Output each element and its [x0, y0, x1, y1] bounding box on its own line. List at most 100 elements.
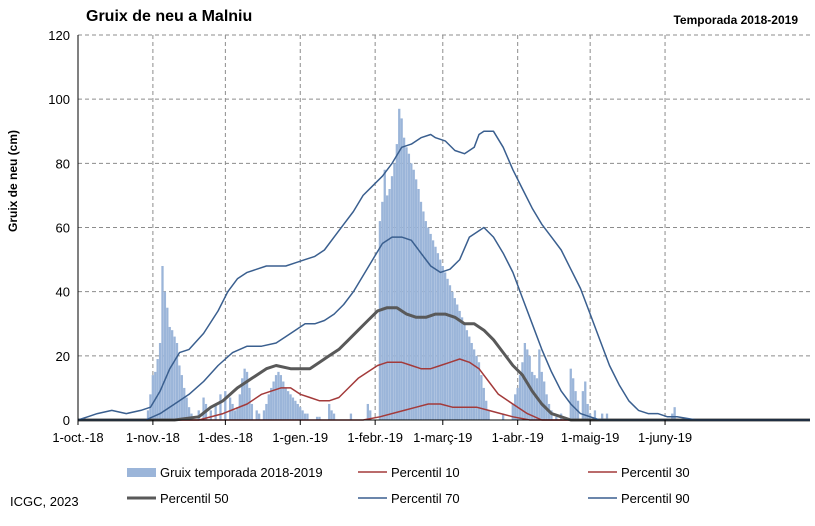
- snow-depth-bar: [393, 163, 396, 421]
- x-tick-label: 1-des.-18: [198, 430, 253, 445]
- snow-depth-bar: [378, 221, 382, 420]
- snow-depth-bar: [415, 179, 418, 420]
- snow-depth-bar: [286, 391, 290, 420]
- snow-depth-bar: [514, 394, 517, 420]
- snow-depth-bar: [166, 307, 169, 420]
- snow-depth-bar: [400, 118, 403, 421]
- snow-depth-bar: [574, 391, 577, 420]
- snow-depth-bar: [434, 246, 437, 420]
- snow-depth-bar: [453, 298, 456, 420]
- snow-depth-bar: [521, 362, 524, 420]
- snow-depth-bar: [601, 413, 604, 420]
- snow-depth-bar: [436, 253, 440, 420]
- y-tick-label: 0: [63, 413, 70, 428]
- snow-depth-bar: [265, 403, 268, 420]
- snow-depth-bar: [584, 381, 587, 420]
- snow-depth-bar: [231, 403, 234, 420]
- snow-depth-bar: [349, 413, 353, 420]
- y-tick-label: 60: [56, 221, 70, 236]
- snow-depth-bar: [475, 355, 478, 420]
- snow-depth-bar: [569, 368, 572, 420]
- snow-depth-bar: [487, 410, 490, 420]
- legend-label: Gruix temporada 2018-2019: [160, 465, 323, 480]
- legend: Gruix temporada 2018-2019 Percentil 10 Per…: [127, 465, 690, 506]
- snow-depth-bar: [470, 343, 473, 420]
- snow-depth-bar: [540, 371, 543, 420]
- snow-depth-bar: [581, 391, 584, 420]
- snow-depth-bar: [410, 163, 413, 421]
- chart-title: Gruix de neu a Malniu: [86, 8, 253, 25]
- percentile-lines: [77, 130, 810, 422]
- legend-label: Percentil 90: [621, 491, 690, 506]
- legend-label: Percentil 10: [391, 465, 460, 480]
- x-tick-label: 1-oct.-18: [52, 430, 103, 445]
- snow-depth-bar: [236, 407, 239, 420]
- snow-depth-bar: [518, 375, 522, 420]
- snow-depth-bar: [465, 330, 469, 420]
- legend-label: Percentil 70: [391, 491, 460, 506]
- x-tick-label: 1-març-19: [413, 430, 472, 445]
- season-label: Temporada 2018-2019: [673, 13, 798, 27]
- snow-depth-bar: [482, 387, 485, 420]
- snow-depth-bar: [511, 403, 514, 420]
- series-line-percentil-30: [78, 358, 810, 421]
- snow-depth-bar: [296, 403, 299, 420]
- y-tick-label: 120: [48, 28, 70, 43]
- snow-depth-bar: [480, 375, 483, 420]
- snow-depth-bar: [294, 400, 297, 420]
- snow-depth-bar: [369, 410, 372, 420]
- snow-depth-bar: [441, 266, 444, 420]
- legend-swatch-bars: [127, 468, 156, 477]
- snow-depth-bar: [175, 343, 179, 420]
- snow-depth-bar: [151, 375, 154, 420]
- snow-depth-bar: [185, 397, 188, 420]
- snow-depth-bar: [405, 147, 408, 420]
- legend-label: Percentil 50: [160, 491, 229, 506]
- snow-depth-bar: [460, 317, 464, 420]
- snow-depth-bar: [274, 375, 278, 420]
- snow-depth-bar: [178, 365, 181, 420]
- snow-depth-bar: [673, 407, 676, 420]
- snow-depth-bar: [241, 378, 244, 420]
- snow-depth-bar: [303, 413, 307, 420]
- legend-label: Percentil 30: [621, 465, 690, 480]
- x-tick-label: 1-nov.-18: [126, 430, 180, 445]
- series-line-percentil-50: [78, 306, 810, 422]
- snow-depth-bar: [555, 416, 558, 420]
- snow-depth-bar: [439, 259, 442, 420]
- snow-depth-bar: [250, 403, 254, 420]
- snow-depth-bar: [593, 410, 597, 420]
- credit-label: ICGC, 2023: [10, 494, 79, 509]
- snow-depth-bar: [332, 413, 336, 420]
- snow-depth-bar: [228, 397, 232, 420]
- snow-depth-bar: [424, 221, 427, 420]
- snow-depth-bar: [398, 108, 401, 421]
- snow-depth-bar: [463, 323, 466, 420]
- x-tick-label: 1-maig-19: [561, 430, 620, 445]
- snow-depth-bar: [456, 304, 459, 420]
- snow-depth-bar: [501, 413, 505, 420]
- series-line-percentil-70: [78, 226, 810, 421]
- snow-depth-bar: [468, 336, 471, 420]
- snow-depth-bar: [255, 410, 258, 420]
- snow-depth-bar: [183, 387, 186, 420]
- snow-depth-bar: [417, 189, 420, 420]
- series-line-percentil-90: [77, 130, 810, 421]
- snow-depth-bar: [214, 403, 217, 420]
- snow-depth-bar: [383, 169, 386, 420]
- snow-depth-bar: [272, 381, 275, 420]
- snow-depth-bar: [219, 394, 222, 420]
- snow-depth-bar: [381, 201, 384, 420]
- snow-depth-bar: [315, 416, 319, 420]
- snow-depth-bar: [605, 413, 609, 420]
- snow-depth-bar: [366, 403, 369, 420]
- y-tick-label: 80: [56, 156, 70, 171]
- snow-depth-bar: [243, 368, 246, 420]
- snow-depth-bar: [277, 371, 280, 420]
- snow-depth-bar: [330, 410, 333, 420]
- snow-depth-bar: [154, 371, 157, 420]
- snow-depth-bar: [543, 381, 546, 420]
- y-tick-label: 20: [56, 349, 70, 364]
- snow-depth-bars: [146, 108, 676, 421]
